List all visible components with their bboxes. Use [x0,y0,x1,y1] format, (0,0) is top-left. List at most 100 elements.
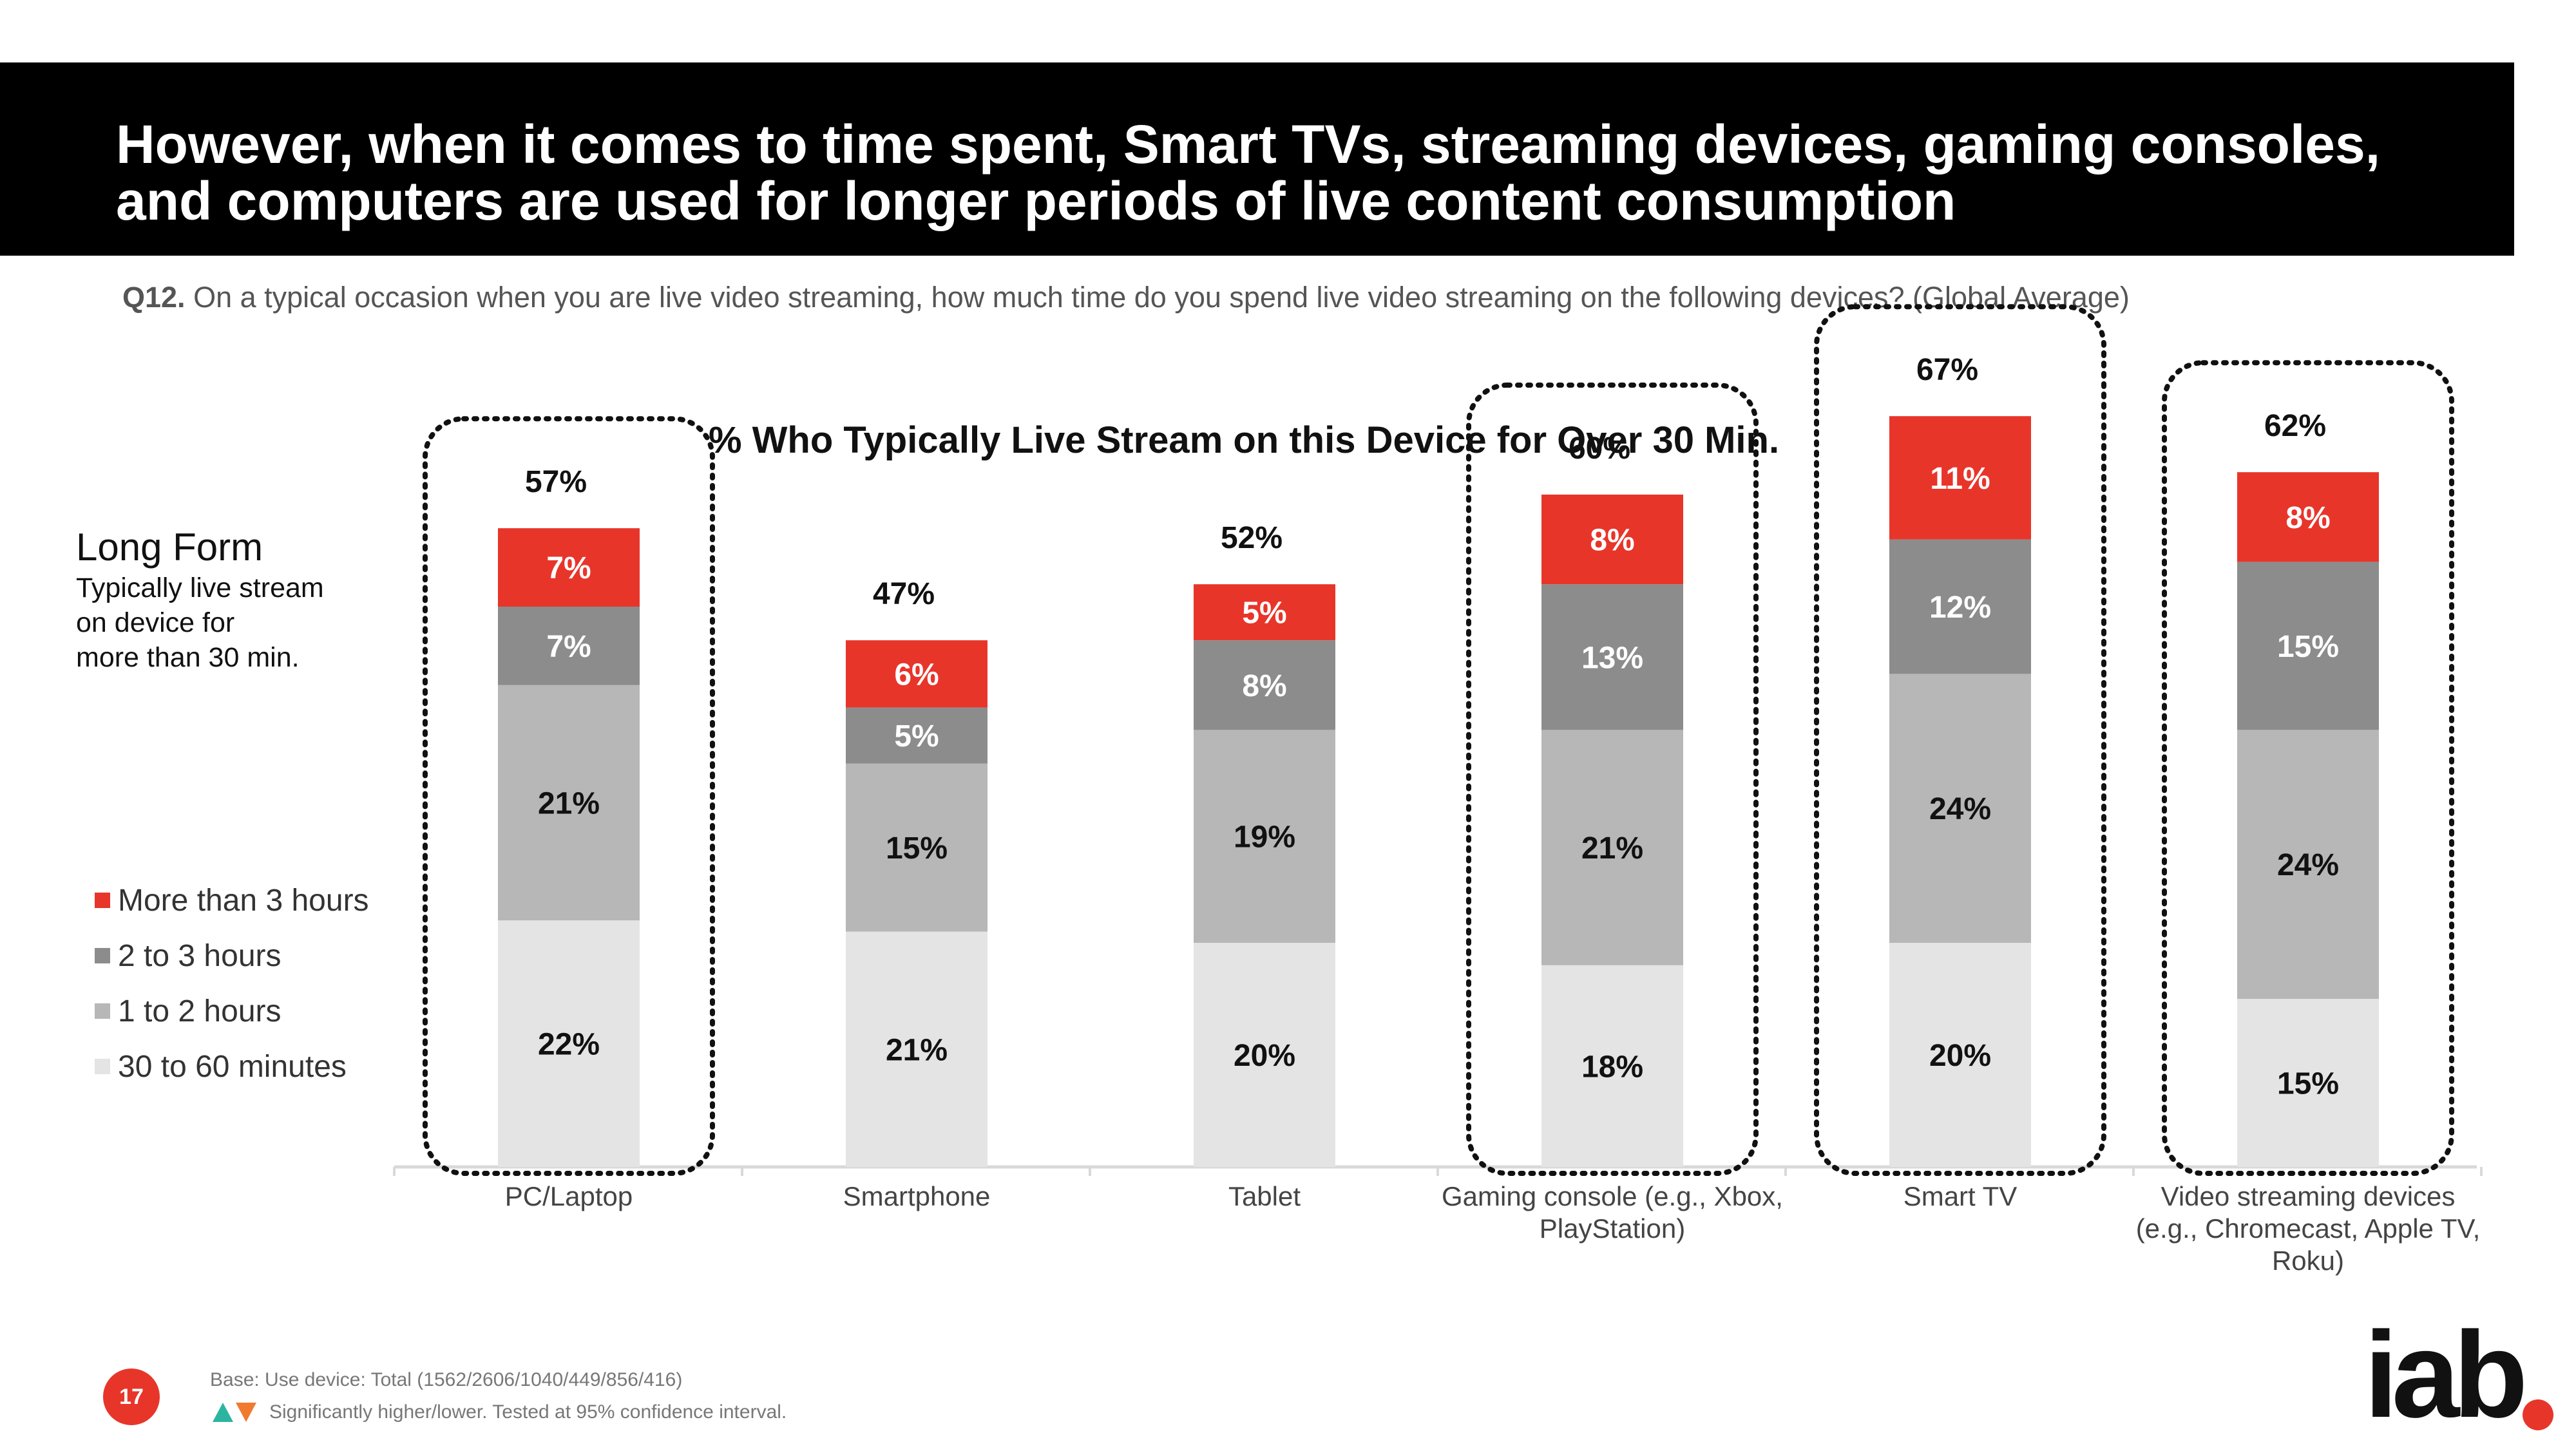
bar-segment-1-to-2-hours [1541,730,1683,965]
data-label: 22% [538,1028,600,1062]
data-label: 24% [2277,848,2339,882]
page-title: However, when it comes to time spent, Sm… [116,114,2381,231]
data-label: 15% [886,831,948,866]
category-label: PlayStation) [1540,1213,1685,1244]
legend-item-2-to-3-hours: 2 to 3 hours [95,928,369,983]
legend-item-1-to-2-hours: 1 to 2 hours [95,983,369,1039]
data-label: 11% [1930,462,1990,496]
legend-swatch [95,1003,110,1019]
data-label: 21% [1581,831,1643,866]
bar-segment-30-to-60-minutes [1194,943,1335,1167]
legend-label: 1 to 2 hours [118,994,281,1028]
long-form-subtitle: Typically live stream on device for more… [76,571,398,675]
data-label: 7% [546,630,591,664]
question-label: Q12. [122,281,186,314]
base-note: Base: Use device: Total (1562/2606/1040/… [210,1369,683,1390]
total-label: 52% [1221,521,1283,555]
bar-segment-1-to-2-hours [498,685,640,921]
highlight-outline [1814,304,2106,1177]
data-label: 15% [2277,1067,2339,1101]
total-label: 60% [1569,431,1630,466]
survey-question: Q12. On a typical occasion when you are … [122,281,2130,314]
category-label: Tablet [1228,1181,1301,1211]
highlight-outline [1466,383,1759,1176]
data-label: 12% [1929,591,1991,625]
bar-segment-more-than-3-hours [1541,495,1683,585]
legend-swatch [95,1059,110,1074]
long-form-title: Long Form [76,526,263,569]
legend-label: 2 to 3 hours [118,938,281,973]
data-label: 8% [1242,669,1286,703]
legend-swatch [95,948,110,963]
highlight-outline [2162,360,2454,1177]
total-label: 62% [2264,409,2326,443]
total-label: 57% [525,465,587,499]
long-form-subtitle-line: more than 30 min. [76,642,300,673]
chart-title: % Who Typically Live Stream on this Devi… [709,419,1780,461]
bar-segment-2-to-3-hours [1541,584,1683,730]
long-form-subtitle-line: Typically live stream [76,573,324,603]
significance-text: Significantly higher/lower. Tested at 95… [269,1401,787,1423]
question-text: On a typical occasion when you are live … [193,281,2130,314]
significance-note: Significantly higher/lower. Tested at 95… [213,1401,787,1423]
bar-segment-2-to-3-hours [846,707,987,764]
data-label: 21% [886,1033,948,1067]
data-label: 20% [1929,1039,1991,1073]
long-form-subtitle-line: on device for [76,607,235,638]
data-label: 8% [1590,524,1634,558]
data-label: 6% [894,658,939,692]
category-label: Smart TV [1903,1181,2018,1211]
title-banner [0,62,2514,256]
data-label: 7% [546,551,591,585]
data-label: 5% [894,719,939,753]
iab-logo: iab [2364,1307,2528,1443]
bar-segment-2-to-3-hours [498,607,640,685]
bar-segment-30-to-60-minutes [2237,999,2379,1167]
data-label: 5% [1242,596,1286,630]
bar-segment-30-to-60-minutes [498,920,640,1167]
triangle-down-icon [236,1403,256,1422]
bar-segment-1-to-2-hours [2237,730,2379,999]
legend-item-30-to-60-minutes: 30 to 60 minutes [95,1039,369,1094]
bar-segment-1-to-2-hours [1194,730,1335,943]
category-label: Smartphone [843,1181,991,1211]
bar-segment-more-than-3-hours [498,528,640,607]
legend-item-more-than-3-hours: More than 3 hours [95,873,369,928]
data-label: 20% [1234,1039,1295,1073]
bar-segment-1-to-2-hours [1889,674,2031,943]
bar-segment-more-than-3-hours [2237,472,2379,562]
data-label: 18% [1581,1050,1643,1084]
category-label: Video streaming devices [2161,1181,2456,1211]
category-label: Gaming console (e.g., Xbox, [1442,1181,1783,1211]
data-label: 15% [2277,630,2339,664]
highlight-outline [423,416,715,1177]
bar-segment-2-to-3-hours [2237,562,2379,730]
total-label: 47% [873,577,935,611]
category-label: (e.g., Chromecast, Apple TV, [2136,1213,2481,1244]
bar-segment-30-to-60-minutes [1541,965,1683,1167]
triangle-up-icon [213,1403,233,1422]
category-label: Roku) [2272,1245,2344,1276]
bar-segment-1-to-2-hours [846,763,987,932]
data-label: 8% [2285,501,2330,535]
bar-segment-more-than-3-hours [1194,584,1335,641]
bar-segment-2-to-3-hours [1889,539,2031,674]
bar-segment-30-to-60-minutes [1889,943,2031,1167]
bar-segment-30-to-60-minutes [846,931,987,1167]
legend-label: More than 3 hours [118,883,369,918]
bar-segment-2-to-3-hours [1194,640,1335,730]
data-label: 21% [538,787,600,821]
category-label: PC/Laptop [505,1181,633,1211]
data-label: 13% [1581,641,1643,675]
legend-swatch [95,893,110,908]
page-number: 17 [103,1368,160,1425]
data-label: 19% [1234,820,1295,855]
bar-segment-more-than-3-hours [1889,416,2031,540]
logo-dot [2523,1399,2553,1430]
data-label: 24% [1929,792,1991,826]
bar-segment-more-than-3-hours [846,640,987,708]
total-label: 67% [1916,353,1978,387]
legend-label: 30 to 60 minutes [118,1049,347,1084]
chart-legend: More than 3 hours 2 to 3 hours 1 to 2 ho… [95,873,369,1094]
